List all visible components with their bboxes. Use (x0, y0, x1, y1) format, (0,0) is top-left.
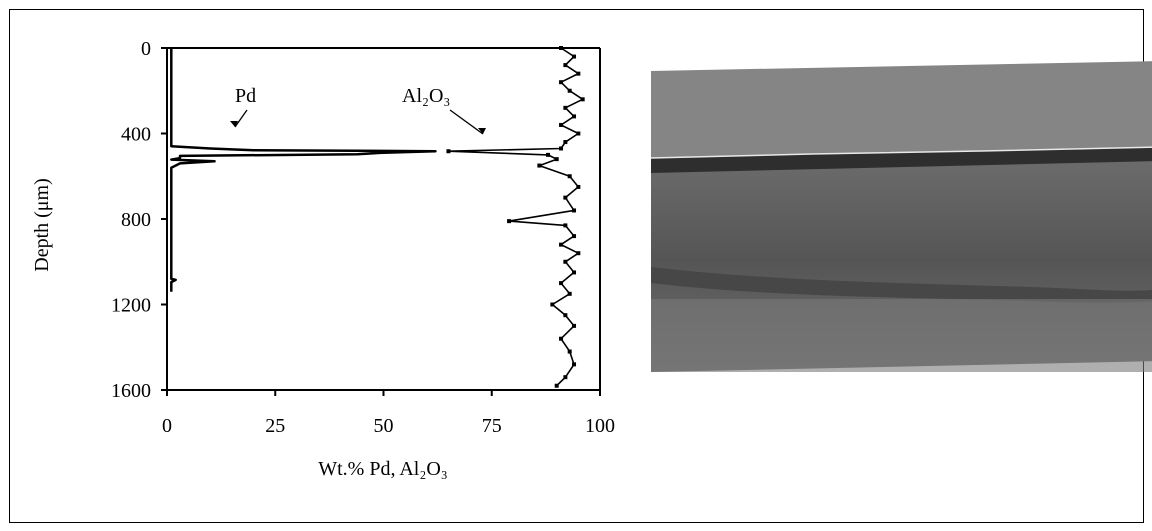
al2o3-point (567, 174, 572, 179)
photo-lower-band (651, 267, 1152, 303)
al2o3-point (559, 336, 564, 341)
al2o3-point (572, 362, 577, 367)
series-line-al2o3 (447, 47, 584, 387)
annotation-arrowhead (478, 128, 486, 134)
al2o3-point (559, 122, 564, 127)
al2o3-point (563, 375, 568, 380)
al2o3-point (559, 46, 564, 50)
al2o3-point (563, 105, 568, 110)
y-tick-label: 400 (121, 124, 151, 146)
al2o3-point (572, 208, 577, 213)
al2o3-point (446, 149, 451, 154)
depth-profile-chart: 0 400 800 1200 1600 0 25 50 75 100 Pd Al₂O₃ Depth… (31, 38, 615, 480)
al2o3-point (567, 88, 572, 93)
al2o3-point (576, 251, 581, 256)
x-tick-label: 75 (482, 415, 502, 437)
photo-top-layer (651, 61, 1152, 159)
annotation-arrow (234, 109, 248, 128)
al2o3-point (576, 184, 581, 189)
al2o3-point (576, 71, 581, 76)
al2o3-point (559, 281, 564, 286)
al2o3-point (546, 152, 551, 157)
annotation-layer: Pd Al₂O₃ (230, 85, 486, 135)
al2o3-point (572, 323, 577, 328)
al2o3-point (572, 54, 577, 59)
chart-axes (166, 47, 601, 391)
al2o3-point (559, 242, 564, 247)
al2o3-point (567, 291, 572, 296)
al2o3-point (563, 259, 568, 264)
x-ticks: 0 25 50 75 100 (162, 390, 615, 437)
al2o3-point (576, 131, 581, 136)
al2o3-point (572, 270, 577, 275)
x-tick-label: 50 (374, 415, 394, 437)
x-axis-label: Wt.% Pd, Al₂O₃ (318, 458, 448, 480)
al2o3-point (554, 383, 559, 388)
annotation-arrow (449, 109, 484, 135)
al2o3-point (580, 97, 585, 102)
al2o3-point (567, 349, 572, 354)
y-tick-label: 0 (141, 38, 151, 60)
al2o3-point (554, 157, 559, 162)
y-axis-label: Depth (μm) (31, 178, 53, 271)
annotation-label: Al₂O₃ (402, 85, 450, 107)
figure-frame: 0 400 800 1200 1600 0 25 50 75 100 Pd Al₂O₃ Depth… (9, 9, 1152, 523)
cross-section-photo (651, 61, 1152, 372)
al2o3-point (563, 223, 568, 228)
x-tick-label: 100 (585, 415, 615, 437)
photo-bright-line (651, 146, 1152, 159)
x-tick-label: 25 (265, 415, 285, 437)
y-tick-label: 1200 (111, 295, 151, 317)
al2o3-point (550, 302, 555, 307)
y-tick-label: 1600 (111, 380, 151, 402)
al2o3-point (537, 163, 542, 168)
al2o3-point (563, 195, 568, 200)
al2o3-point (559, 146, 564, 151)
al2o3-point (563, 63, 568, 68)
al2o3-point (559, 80, 564, 85)
series-line-pd (170, 48, 437, 292)
photo-dark-band (651, 147, 1152, 173)
al2o3-point (563, 313, 568, 318)
annotation-arrowhead (230, 121, 238, 127)
photo-bottom-layer (651, 299, 1152, 372)
al2o3-point (507, 219, 512, 224)
y-ticks: 0 400 800 1200 1600 (111, 38, 167, 402)
series-layer (170, 46, 585, 388)
y-tick-label: 800 (121, 209, 151, 231)
al2o3-point (572, 114, 577, 119)
x-tick-label: 0 (162, 415, 172, 437)
annotation-label: Pd (235, 85, 256, 107)
al2o3-point (572, 234, 577, 239)
al2o3-point (563, 140, 568, 145)
